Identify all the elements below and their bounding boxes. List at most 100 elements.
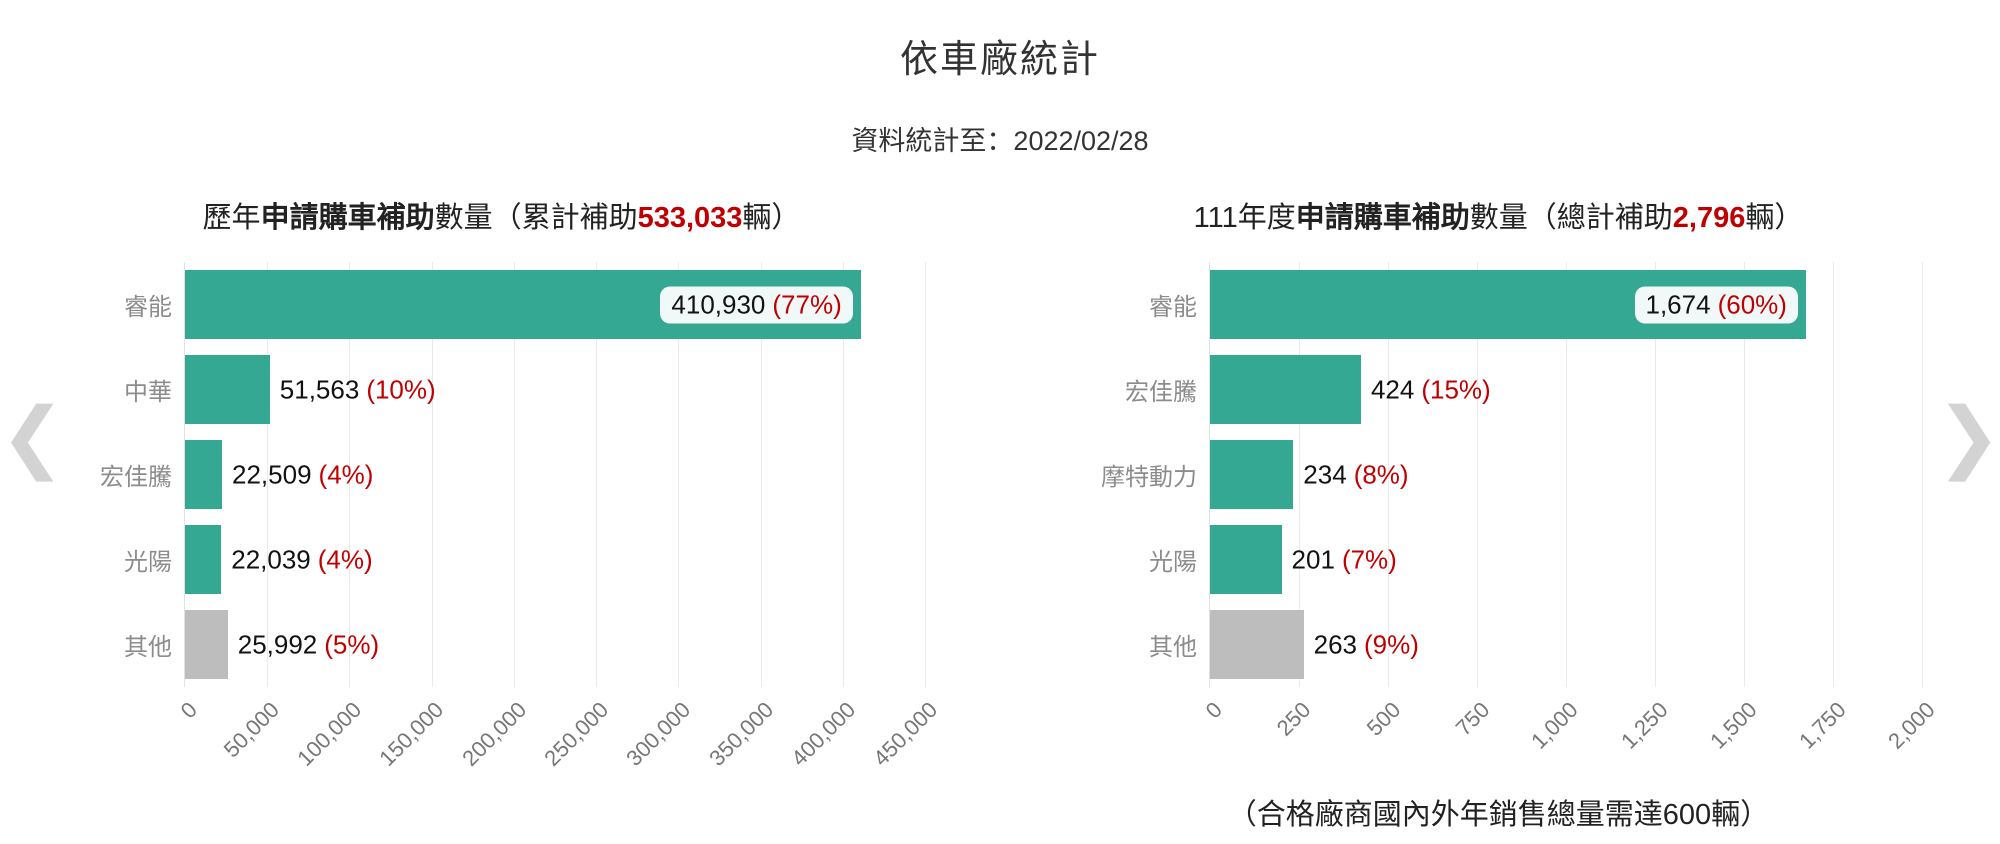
gridline: [1744, 262, 1745, 687]
chart-title-part: 申請購車補助: [260, 202, 435, 234]
value-percent: (9%): [1364, 629, 1419, 659]
carousel-prev-button[interactable]: ❮: [0, 390, 66, 482]
gridline: [431, 262, 433, 687]
value-axis: 0 50,000 100,000 150,000 200,000 250,000 300,0…: [175, 687, 942, 791]
value-number: 424: [1370, 374, 1415, 404]
gridline: [760, 262, 762, 687]
axis-tick-label: 300,000: [621, 697, 696, 771]
chart-title-highlight: 533,033: [637, 202, 743, 234]
chart-title-part: 歷年: [202, 202, 261, 234]
bar[interactable]: [1210, 525, 1282, 594]
axis-tick-label: 450,000: [868, 697, 943, 771]
bar[interactable]: [185, 525, 222, 594]
value-number: 51,563: [279, 374, 360, 404]
axis-tick-label: 2,000: [1883, 697, 1940, 754]
data-date-subtitle: 資料統計至：2022/02/28: [851, 126, 1149, 156]
gridline: [1833, 262, 1834, 687]
value-percent: (4%): [317, 544, 373, 574]
chart-body: 睿能 中華 宏佳騰 光陽 其他 410,930 (77%) 51,563 (10%) 22,509…: [78, 262, 943, 791]
axis-tick-label: 1,500: [1704, 697, 1762, 754]
chevron-right-icon: ❯: [1936, 392, 2000, 480]
chart-title-part: 申請購車補助: [1295, 202, 1470, 234]
value-percent: (8%): [1353, 459, 1409, 489]
value-percent: (10%): [366, 374, 436, 404]
category-axis: 睿能 中華 宏佳騰 光陽 其他: [78, 262, 184, 791]
bar[interactable]: [1210, 355, 1361, 424]
bar-row: 25,992 (5%): [185, 602, 925, 687]
bar-row: 1,674 (60%): [1210, 262, 1922, 347]
chart-year-111: 111年度申請購車補助數量（總計補助2,796輛） 睿能 宏佳騰 摩特動力 光陽 其他 1,…: [1075, 194, 1940, 833]
value-label: 1,674 (60%): [1634, 286, 1798, 323]
value-number: 22,509: [232, 459, 312, 489]
chart-title-part: 數量（總計補助: [1469, 202, 1673, 234]
plot-area: 1,674 (60%) 424 (15%) 234 (8%) 201 (7%) 263 (9%): [1209, 262, 1923, 687]
gridline: [1477, 262, 1478, 687]
category-axis: 睿能 宏佳騰 摩特動力 光陽 其他: [1075, 262, 1209, 791]
value-label: 22,039 (4%): [231, 544, 372, 575]
value-label: 234 (8%): [1303, 459, 1408, 490]
chart-title-highlight: 2,796: [1672, 202, 1746, 234]
chart-title: 111年度申請購車補助數量（總計補助2,796輛）: [1075, 194, 1922, 236]
chart-title-part: 輛）: [742, 202, 801, 234]
bar[interactable]: [185, 440, 222, 509]
chart-carousel: ❮ 歷年申請購車補助數量（累計補助533,033輛） 睿能 中華 宏佳騰 光陽 其他 410…: [0, 194, 2000, 833]
category-label: 摩特動力: [1101, 464, 1197, 491]
chart-title-part: 111年度: [1193, 202, 1296, 234]
axis-tick-label: 50,000: [218, 697, 285, 763]
plot-and-axis: 410,930 (77%) 51,563 (10%) 22,509 (4%) 22,039(…: [175, 262, 943, 791]
gridline: [842, 262, 844, 687]
value-percent: (7%): [1341, 544, 1397, 574]
gridline: [1388, 262, 1389, 687]
bar[interactable]: [185, 355, 270, 424]
gridline: [925, 262, 926, 687]
chart-title-part: 輛）: [1745, 202, 1804, 234]
gridline: [1922, 262, 1923, 687]
gridline: [1566, 262, 1567, 687]
value-number: 234: [1303, 459, 1347, 489]
plot-and-axis: 1,674 (60%) 424 (15%) 234 (8%) 201 (7%) 263 (9%) 0…: [1200, 262, 1940, 791]
gridline: [678, 262, 680, 687]
value-axis: 0 250 500 750 1,000 1,250 1,500 1,750 2,000: [1200, 687, 1939, 791]
bar[interactable]: [1210, 610, 1304, 679]
value-number: 22,039: [231, 544, 311, 574]
chart-title-part: 數量（累計補助: [434, 202, 638, 234]
plot-area: 410,930 (77%) 51,563 (10%) 22,509 (4%) 22,039(…: [184, 262, 926, 687]
value-percent: (77%): [772, 289, 842, 319]
value-label: 25,992 (5%): [238, 629, 379, 660]
bar[interactable]: [185, 610, 228, 679]
chart-historical: 歷年申請購車補助數量（累計補助533,033輛） 睿能 中華 宏佳騰 光陽 其他 410,9…: [78, 194, 943, 833]
bar-row: 424 (15%): [1210, 347, 1922, 432]
gridline: [513, 262, 515, 687]
category-label: 中華: [124, 379, 172, 406]
bar-row: 22,039 (4%): [185, 517, 925, 602]
gridline: [596, 262, 598, 687]
carousel-next-button[interactable]: ❯: [1936, 390, 2000, 482]
category-label: 宏佳騰: [100, 464, 172, 491]
chevron-left-icon: ❮: [0, 392, 66, 480]
gridline: [349, 262, 351, 687]
value-percent: (4%): [318, 459, 374, 489]
category-label: 其他: [124, 634, 172, 661]
axis-tick-label: 200,000: [457, 697, 532, 771]
bar[interactable]: 1,674 (60%): [1210, 270, 1806, 339]
value-number: 410,930: [671, 289, 766, 319]
chart-body: 睿能 宏佳騰 摩特動力 光陽 其他 1,674 (60%) 424 (15%) 234 (8%) 20…: [1075, 262, 1940, 791]
page-title: 依車廠統計: [899, 39, 1100, 81]
category-label: 光陽: [124, 549, 172, 576]
axis-tick-label: 400,000: [786, 697, 861, 771]
axis-tick-label: 250,000: [539, 697, 614, 771]
bar[interactable]: 410,930 (77%): [185, 270, 861, 339]
axis-tick-label: 150,000: [374, 697, 449, 771]
axis-tick-label: 500: [1361, 697, 1405, 741]
bar-row: 410,930 (77%): [185, 262, 925, 347]
axis-tick-label: 1,750: [1793, 697, 1851, 754]
value-label: 263 (9%): [1314, 629, 1419, 660]
bar-row: 234 (8%): [1210, 432, 1922, 517]
category-label: 其他: [1149, 634, 1197, 661]
value-number: 201: [1291, 544, 1335, 574]
bar[interactable]: [1210, 440, 1294, 509]
category-label: 宏佳騰: [1125, 379, 1197, 406]
charts-area: 歷年申請購車補助數量（累計補助533,033輛） 睿能 中華 宏佳騰 光陽 其他 410,9…: [64, 194, 1940, 833]
chart-title: 歷年申請購車補助數量（累計補助533,033輛）: [78, 194, 925, 236]
axis-tick-label: 1,250: [1615, 697, 1673, 754]
